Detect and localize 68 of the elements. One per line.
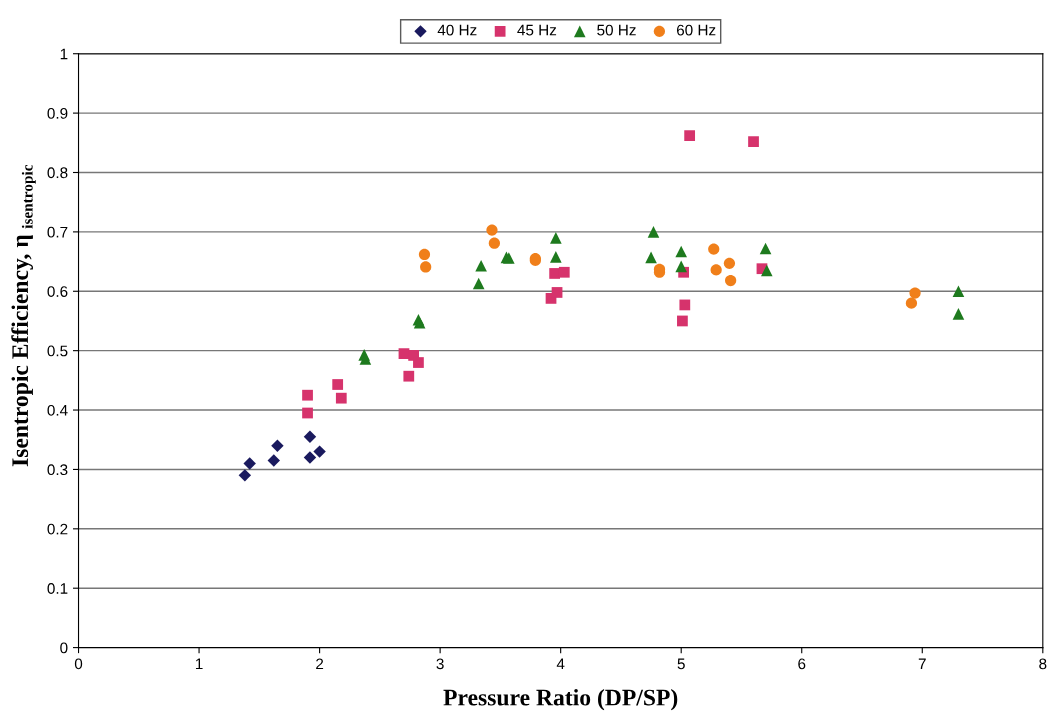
y-tick-label: 0.4 bbox=[47, 404, 68, 416]
point bbox=[558, 266, 570, 278]
point bbox=[677, 315, 688, 327]
point bbox=[420, 261, 432, 273]
y-tick-label: 0.5 bbox=[47, 345, 68, 357]
point bbox=[549, 268, 561, 279]
point bbox=[909, 287, 921, 299]
y-tick-label: 0.7 bbox=[47, 226, 68, 238]
point bbox=[267, 454, 280, 467]
point bbox=[488, 237, 500, 249]
point bbox=[403, 370, 415, 382]
x-tick-label: 6 bbox=[798, 658, 806, 670]
legend-label: 50 Hz bbox=[597, 24, 636, 36]
point bbox=[472, 277, 485, 290]
point bbox=[710, 264, 722, 276]
point bbox=[303, 430, 317, 443]
point bbox=[723, 257, 736, 269]
x-tick-label: 8 bbox=[1039, 658, 1047, 670]
point bbox=[332, 379, 344, 390]
point bbox=[708, 243, 720, 255]
point bbox=[675, 245, 688, 258]
x-tick-label: 1 bbox=[195, 658, 203, 670]
x-tick-label: 0 bbox=[74, 658, 83, 670]
point bbox=[550, 251, 562, 263]
point bbox=[302, 389, 313, 401]
x-tick-label: 4 bbox=[556, 658, 565, 670]
point bbox=[413, 357, 424, 368]
point bbox=[550, 232, 562, 244]
y-tick-label: 1 bbox=[60, 48, 68, 60]
point bbox=[952, 308, 965, 320]
point bbox=[645, 251, 657, 264]
y-tick-label: 0.9 bbox=[47, 107, 68, 119]
legend-label: 60 Hz bbox=[676, 24, 716, 36]
point bbox=[335, 392, 347, 404]
legend-label: 45 Hz bbox=[517, 24, 557, 36]
y-tick-label: 0.2 bbox=[47, 523, 68, 535]
point bbox=[748, 136, 759, 147]
point bbox=[303, 451, 317, 464]
point bbox=[684, 130, 696, 142]
legend-label: 40 Hz bbox=[437, 24, 477, 36]
y-tick-label: 0.8 bbox=[47, 167, 68, 179]
point bbox=[725, 274, 737, 287]
point bbox=[486, 224, 498, 236]
point bbox=[302, 407, 313, 419]
point bbox=[418, 248, 431, 261]
point bbox=[675, 260, 688, 273]
x-tick-label: 2 bbox=[316, 658, 324, 670]
point bbox=[905, 297, 918, 309]
point bbox=[679, 299, 691, 311]
point bbox=[243, 457, 256, 470]
y-tick-label: 0 bbox=[60, 642, 68, 654]
x-tick-label: 7 bbox=[918, 658, 926, 670]
y-tick-label: 0.6 bbox=[47, 286, 68, 297]
point bbox=[952, 285, 965, 298]
point bbox=[759, 242, 772, 255]
x-tick-label: 5 bbox=[677, 658, 685, 670]
point bbox=[475, 259, 487, 272]
point bbox=[238, 469, 252, 482]
point bbox=[760, 264, 773, 277]
y-axis-title: Isentropic Efficiency, η isentropic bbox=[11, 164, 36, 467]
point bbox=[551, 287, 563, 298]
y-tick-label: 0.3 bbox=[47, 464, 68, 476]
x-tick-label: 3 bbox=[436, 658, 444, 670]
point bbox=[647, 226, 660, 238]
x-axis-title: Pressure Ratio (DP/SP) bbox=[443, 688, 678, 711]
point bbox=[313, 445, 326, 458]
point bbox=[271, 439, 284, 452]
y-tick-label: 0.1 bbox=[47, 583, 68, 594]
